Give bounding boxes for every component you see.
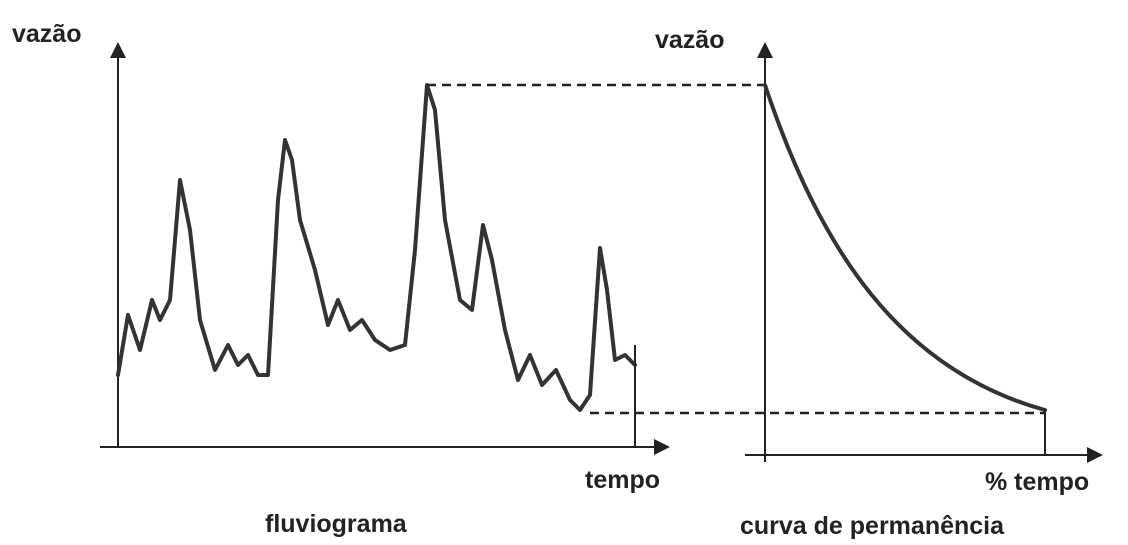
y-label: vazão xyxy=(12,20,81,48)
x-label: tempo xyxy=(585,466,660,494)
hydrograph xyxy=(116,83,637,412)
duration-curve xyxy=(763,83,1047,412)
caption: fluviograma xyxy=(265,510,408,538)
x-label: % tempo xyxy=(985,468,1089,496)
y-label: vazão xyxy=(655,26,724,54)
caption: curva de permanência xyxy=(740,512,1005,540)
